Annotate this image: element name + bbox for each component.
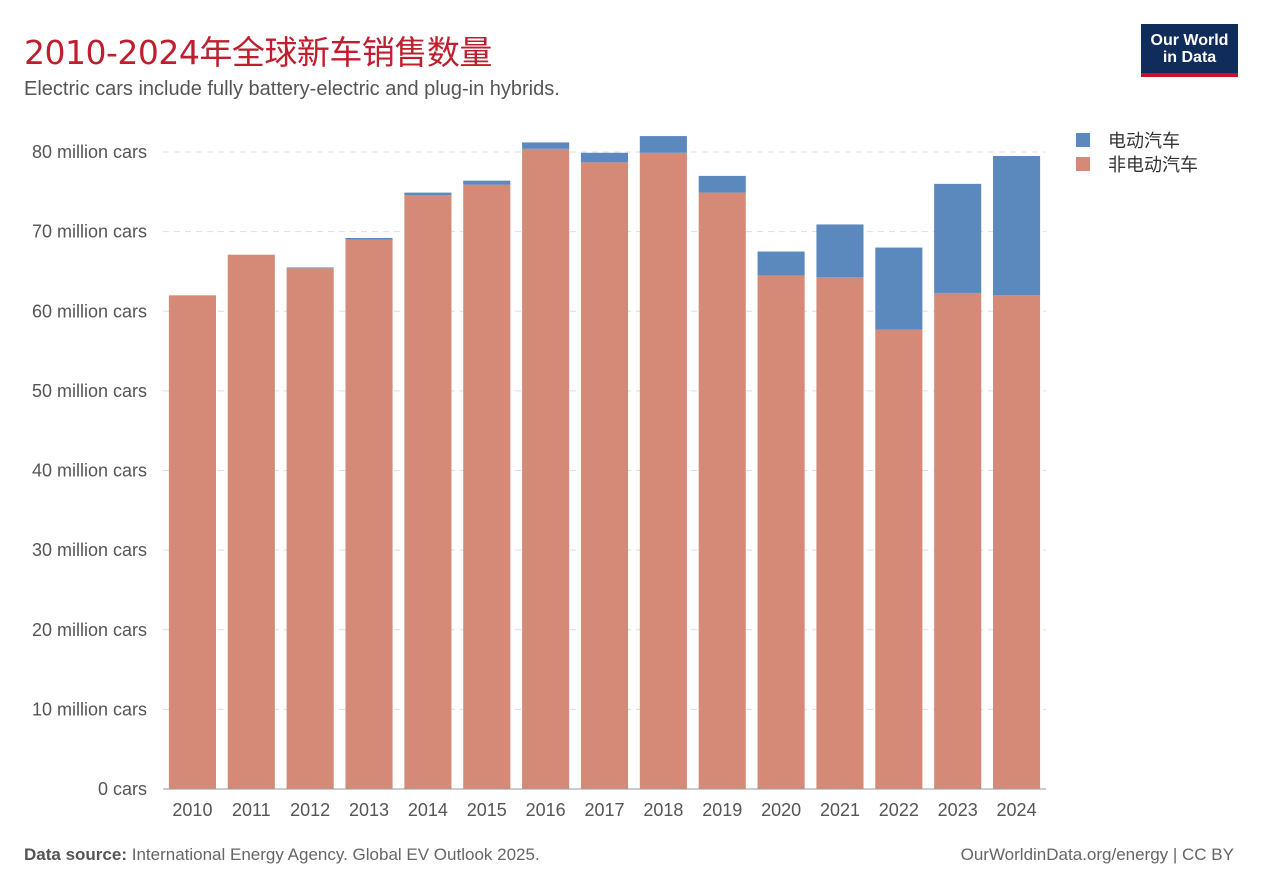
bar-electric (580, 152, 629, 163)
x-tick-label: 2024 (997, 800, 1037, 820)
legend-item-electric[interactable]: 电动汽车 (1076, 128, 1198, 152)
bar-electric (522, 142, 570, 149)
y-tick-label: 30 million cars (32, 540, 147, 560)
bar-non-electric (227, 254, 275, 789)
footer-url[interactable]: OurWorldinData.org/energy | CC BY (960, 845, 1234, 864)
bar-electric (639, 136, 687, 153)
y-tick-label: 70 million cars (32, 222, 147, 242)
x-tick-label: 2015 (467, 800, 507, 820)
legend-swatch-electric (1076, 133, 1090, 147)
bar-electric (934, 183, 982, 293)
bar-non-electric (993, 295, 1041, 789)
x-tick-label: 2013 (349, 800, 389, 820)
bar-electric (816, 224, 864, 278)
x-tick-label: 2021 (820, 800, 860, 820)
legend-swatch-non-electric (1076, 157, 1090, 171)
bar-electric (345, 237, 393, 240)
bar-non-electric (816, 277, 864, 789)
chart-title: 2010-2024年全球新车销售数量 (24, 33, 492, 72)
x-tick-label: 2023 (938, 800, 978, 820)
x-tick-label: 2022 (879, 800, 919, 820)
data-source-text: International Energy Agency. Global EV O… (131, 845, 540, 864)
data-source-label: Data source: (24, 845, 127, 864)
bar-non-electric (875, 329, 923, 789)
bar-electric (404, 192, 452, 195)
bar-non-electric (463, 184, 511, 790)
x-tick-label: 2014 (408, 800, 448, 820)
bar-non-electric (286, 268, 334, 789)
legend-label-non-electric: 非电动汽车 (1108, 155, 1198, 176)
y-tick-label: 0 cars (98, 779, 147, 799)
bar-non-electric (345, 239, 393, 789)
bar-electric (286, 267, 334, 269)
bar-electric (757, 251, 805, 276)
x-tick-label: 2010 (172, 800, 212, 820)
owid-logo[interactable]: Our World in Data (1141, 24, 1238, 77)
logo-line-1: Our World (1150, 32, 1229, 49)
bar-non-electric (404, 194, 452, 789)
y-tick-label: 40 million cars (32, 461, 147, 481)
chart-subtitle: Electric cars include fully battery-elec… (24, 78, 560, 100)
x-tick-label: 2012 (290, 800, 330, 820)
y-tick-label: 10 million cars (32, 699, 147, 719)
data-source: Data source: International Energy Agency… (24, 845, 540, 865)
x-tick-label: 2017 (584, 800, 624, 820)
y-tick-label: 80 million cars (32, 142, 147, 162)
x-tick-label: 2011 (232, 800, 271, 820)
legend-label-electric: 电动汽车 (1108, 131, 1180, 152)
bar-electric (875, 247, 923, 330)
bar-non-electric (639, 152, 687, 789)
bar-electric (463, 180, 511, 185)
legend-item-non-electric[interactable]: 非电动汽车 (1076, 152, 1198, 176)
bar-chart: 0 cars 10 million cars 20 million cars 30 m… (32, 136, 1046, 820)
bar-non-electric (757, 275, 805, 789)
y-tick-label: 50 million cars (32, 381, 147, 401)
x-tick-label: 2018 (643, 800, 683, 820)
bar-non-electric (934, 292, 982, 789)
logo-line-2: in Data (1162, 49, 1217, 66)
bar-electric (698, 175, 746, 193)
legend: 电动汽车 非电动汽车 (1076, 128, 1198, 176)
bar-non-electric (168, 295, 216, 789)
x-tick-label: 2019 (702, 800, 742, 820)
y-tick-label: 20 million cars (32, 620, 147, 640)
x-tick-label: 2016 (526, 800, 566, 820)
bar-non-electric (698, 192, 746, 789)
x-tick-label: 2020 (761, 800, 801, 820)
bar-non-electric (580, 162, 629, 789)
bar-electric (993, 155, 1041, 296)
bar-non-electric (522, 148, 570, 789)
y-tick-label: 60 million cars (32, 301, 147, 321)
